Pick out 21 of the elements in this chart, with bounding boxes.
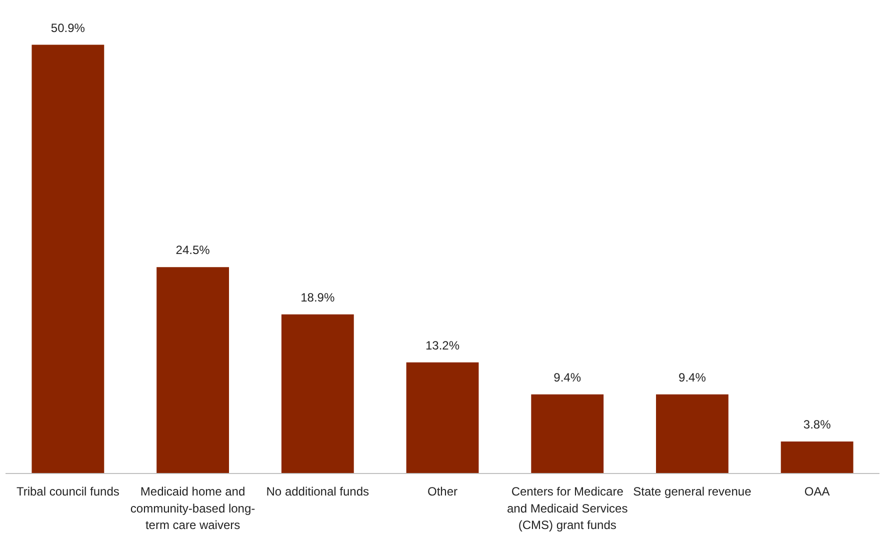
bar: [156, 267, 229, 474]
bar: [406, 362, 479, 474]
x-tick-label: State general revenue: [633, 484, 752, 498]
x-tick-label: Tribal council funds: [16, 484, 120, 498]
bar: [780, 441, 854, 474]
bar: [32, 44, 104, 474]
x-tick-label: Other: [427, 484, 458, 498]
x-tick-label: Medicaid home and community-based long-term care waivers: [130, 484, 256, 532]
x-tick-label: No additional funds: [266, 484, 370, 498]
data-label: 13.2%: [425, 338, 460, 352]
data-label: 50.9%: [50, 20, 86, 35]
data-label: 18.9%: [300, 290, 335, 304]
x-tick-label: Centers for Medicare and Medicaid Services (CMS) grant funds: [506, 484, 628, 532]
data-label: 9.4%: [554, 370, 582, 384]
bar: [281, 314, 354, 474]
data-label: 24.5%: [176, 243, 210, 258]
bar: [656, 394, 728, 474]
x-tick-label: OAA: [804, 484, 830, 498]
data-label: 9.4%: [678, 370, 706, 384]
bar: [531, 394, 604, 474]
data-label: 3.8%: [803, 417, 832, 432]
